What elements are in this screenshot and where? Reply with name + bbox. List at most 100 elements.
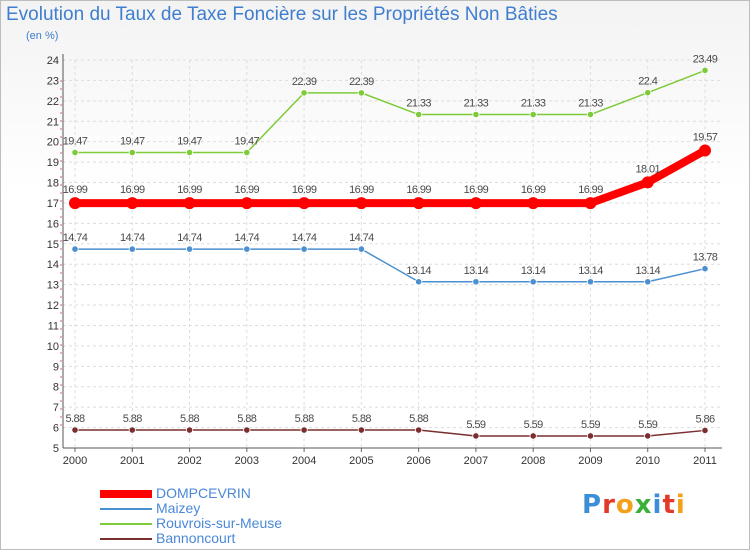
data-label-maizey: 14.74: [292, 232, 317, 244]
data-label-rouvrois-sur-meuse: 22.39: [349, 76, 374, 88]
x-tick-label: 2007: [464, 455, 488, 467]
data-label-bannoncourt: 5.59: [524, 419, 543, 431]
y-tick-label: 12: [47, 300, 59, 312]
data-point-bannoncourt: [128, 426, 136, 434]
series-line-maizey: [74, 248, 706, 283]
data-label-rouvrois-sur-meuse: 21.33: [406, 98, 431, 110]
data-label-dompcevrin: 16.99: [521, 184, 546, 196]
data-point-maizey: [71, 245, 79, 253]
data-label-rouvrois-sur-meuse: 19.47: [177, 136, 202, 148]
series-line-bannoncourt: [74, 429, 706, 437]
x-tick-label: 2002: [177, 455, 201, 467]
data-point-bannoncourt: [701, 426, 709, 435]
logo-letter: i: [652, 490, 663, 520]
data-point-bannoncourt: [644, 432, 652, 440]
data-label-bannoncourt: 5.88: [352, 413, 371, 425]
data-point-maizey: [185, 245, 194, 253]
data-label-dompcevrin: 19.57: [693, 131, 718, 143]
data-point-rouvrois-sur-meuse: [472, 110, 480, 119]
data-point-dompcevrin: [298, 197, 311, 210]
data-label-bannoncourt: 5.88: [65, 413, 84, 425]
y-tick-label: 22: [47, 96, 59, 108]
data-label-rouvrois-sur-meuse: 21.33: [464, 98, 489, 110]
data-point-rouvrois-sur-meuse: [71, 148, 79, 157]
y-tick-label: 18: [47, 178, 59, 190]
data-label-rouvrois-sur-meuse: 19.47: [235, 136, 260, 148]
data-point-bannoncourt: [243, 426, 251, 434]
y-tick-label: 7: [53, 402, 59, 414]
chart-title: Evolution du Taux de Taxe Foncière sur l…: [6, 4, 558, 25]
data-label-dompcevrin: 18.01: [635, 163, 660, 175]
data-label-maizey: 14.74: [120, 232, 145, 244]
data-label-maizey: 13.14: [578, 265, 603, 277]
data-point-bannoncourt: [357, 426, 365, 434]
data-point-dompcevrin: [412, 197, 425, 210]
data-label-maizey: 13.78: [693, 252, 718, 264]
data-point-dompcevrin: [240, 197, 253, 210]
data-label-bannoncourt: 5.88: [123, 413, 142, 425]
x-tick-label: 2004: [292, 455, 316, 467]
data-label-layer: 19.47 19.47 19.47 19.47 22.39 22.39 21.33 21.33…: [63, 53, 719, 431]
data-label-dompcevrin: 16.99: [63, 184, 88, 196]
data-point-rouvrois-sur-meuse: [586, 110, 595, 119]
data-label-bannoncourt: 5.88: [409, 413, 428, 425]
y-tick-label: 16: [47, 218, 59, 230]
data-label-bannoncourt: 5.59: [581, 419, 600, 431]
x-tick-label: 2000: [63, 455, 87, 467]
data-point-dompcevrin: [183, 197, 196, 210]
y-tick-label: 11: [48, 320, 59, 332]
data-label-bannoncourt: 5.88: [295, 413, 314, 425]
legend-swatch: [100, 508, 152, 510]
y-tick-label: 24: [47, 55, 59, 67]
logo-letter: o: [615, 490, 635, 520]
data-point-bannoncourt: [185, 426, 194, 434]
data-point-maizey: [357, 245, 365, 253]
legend-label: Maizey: [156, 500, 201, 516]
data-point-dompcevrin: [584, 197, 597, 210]
data-point-maizey: [472, 278, 480, 286]
axis-layer: 5 6 7 8 9 10 11 12 13 14 15 16 17 18 19 20 21 22 23 24 2000 2…: [47, 54, 722, 467]
data-point-dompcevrin: [355, 197, 368, 210]
data-point-maizey: [128, 245, 136, 253]
data-point-dompcevrin: [641, 176, 654, 189]
data-label-maizey: 14.74: [349, 232, 374, 244]
data-label-maizey: 14.74: [63, 232, 88, 244]
data-point-dompcevrin: [469, 197, 482, 210]
y-tick-label: 17: [47, 198, 59, 210]
data-label-dompcevrin: 16.99: [464, 184, 489, 196]
data-point-bannoncourt: [472, 432, 480, 440]
legend-swatch: [100, 538, 152, 540]
y-tick-label: 8: [53, 382, 59, 394]
y-tick-label: 13: [47, 280, 59, 292]
x-tick-label: 2006: [406, 455, 430, 467]
data-point-dompcevrin: [126, 197, 139, 210]
legend-label: Bannoncourt: [156, 530, 236, 546]
data-point-maizey: [644, 278, 652, 286]
x-tick-label: 2008: [521, 455, 545, 467]
data-label-maizey: 13.14: [406, 265, 431, 277]
logo-letter: x: [634, 490, 653, 520]
data-label-maizey: 13.14: [521, 265, 546, 277]
data-point-maizey: [415, 278, 423, 286]
data-point-rouvrois-sur-meuse: [185, 148, 194, 157]
x-tick-label: 2001: [120, 455, 144, 467]
data-point-bannoncourt: [586, 432, 595, 440]
data-point-rouvrois-sur-meuse: [243, 148, 251, 157]
legend-label: DOMPCEVRIN: [156, 485, 251, 501]
data-label-bannoncourt: 5.88: [180, 413, 199, 425]
data-label-maizey: 14.74: [235, 232, 260, 244]
data-label-maizey: 13.14: [635, 265, 660, 277]
series-line-rouvrois-sur-meuse: [74, 69, 706, 154]
data-label-dompcevrin: 16.99: [177, 184, 202, 196]
data-point-dompcevrin: [69, 197, 81, 210]
x-tick-label: 2005: [349, 455, 373, 467]
data-point-dompcevrin: [699, 144, 711, 157]
x-tick-label: 2009: [578, 455, 602, 467]
y-tick-label: 21: [47, 116, 59, 128]
data-label-rouvrois-sur-meuse: 19.47: [120, 136, 145, 148]
y-tick-label: 5: [53, 443, 59, 455]
data-label-rouvrois-sur-meuse: 22.4: [638, 76, 657, 88]
x-tick-label: 2003: [235, 455, 259, 467]
